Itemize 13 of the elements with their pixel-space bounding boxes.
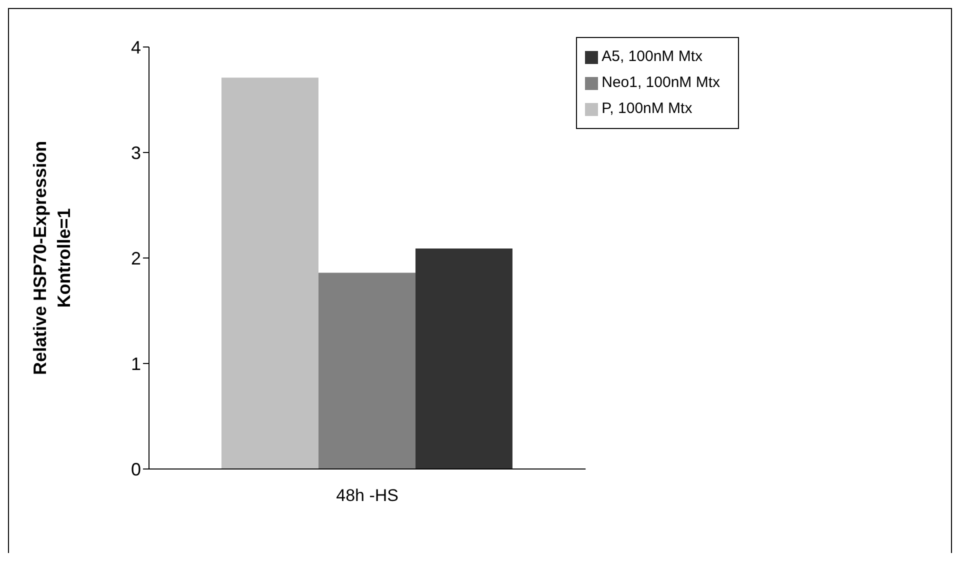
x-tick-label: 48h -HS bbox=[336, 486, 398, 506]
y-tick-label: 4 bbox=[130, 37, 141, 58]
y-tick-label: 3 bbox=[130, 142, 141, 163]
y-axis-title: Relative HSP70-Expression Kontrolle=1 bbox=[30, 140, 74, 376]
y-tick-label: 1 bbox=[130, 354, 141, 374]
y-tick-label: 0 bbox=[130, 459, 141, 480]
legend-label: P, 100nM Mtx bbox=[602, 100, 692, 117]
legend-label: A5, 100nM Mtx bbox=[602, 48, 702, 65]
y-tick-label: 2 bbox=[130, 248, 141, 268]
bar bbox=[318, 272, 416, 469]
legend-label: Neo1, 100nM Mtx bbox=[602, 74, 720, 91]
bar bbox=[415, 248, 512, 469]
bar bbox=[221, 78, 318, 469]
